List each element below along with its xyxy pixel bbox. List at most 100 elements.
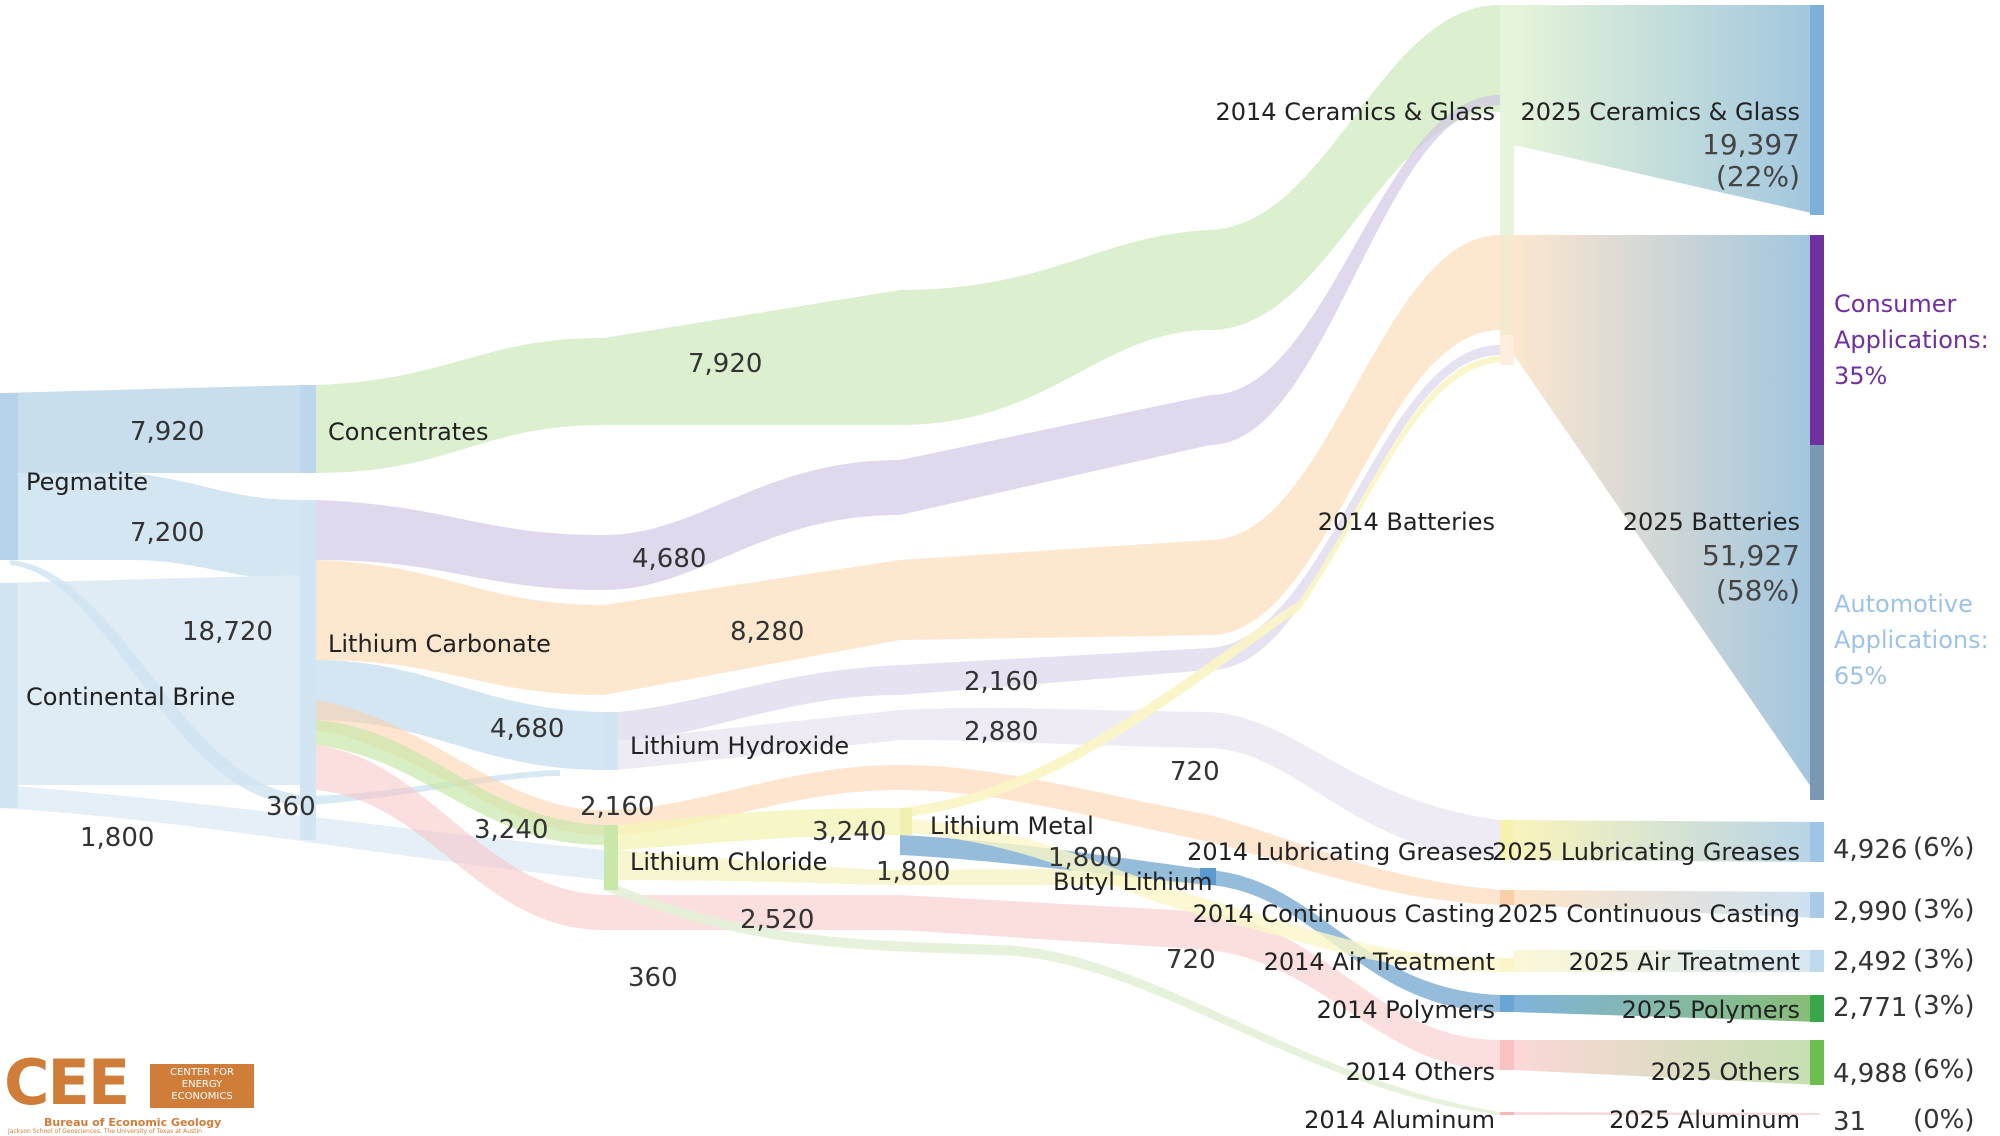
node-2025-ceramics[interactable]	[1810, 5, 1824, 215]
flow-label-carbonate-ceramics: 4,680	[632, 544, 706, 574]
label-2014-casting: 2014 Continuous Casting	[1193, 900, 1495, 928]
node-2014-air[interactable]	[1500, 958, 1514, 972]
value-2025-polymers: 2,771	[1833, 993, 1907, 1023]
label-2025-casting: 2025 Continuous Casting	[1498, 900, 1800, 928]
label-2014-batteries: 2014 Batteries	[1318, 508, 1495, 536]
node-pegmatite[interactable]	[0, 393, 18, 560]
flow-pegmatite-concentrates	[0, 385, 300, 473]
flow-label-chloride-butyl: 1,800	[876, 857, 950, 887]
logo-name-line-3: ECONOMICS	[171, 1091, 233, 1102]
value-2025-others: 4,988	[1833, 1059, 1907, 1089]
value-2025-air: 2,492	[1833, 947, 1907, 977]
flow-growth-ceramics	[1514, 5, 1820, 215]
flow-label-metal-polymers: 1,800	[1048, 843, 1122, 873]
flow-growth-casting	[1514, 890, 1820, 918]
share-2025-polymers: (3%)	[1913, 991, 1975, 1021]
flow-growth-others	[1514, 1040, 1820, 1085]
node-2014-greases[interactable]	[1500, 820, 1514, 860]
label-2014-air: 2014 Air Treatment	[1264, 948, 1495, 976]
flow-label-brine-carbonate: 18,720	[182, 617, 273, 647]
flow-label-hydroxide-batteries: 2,160	[964, 667, 1038, 697]
label-hydroxide: Lithium Hydroxide	[630, 732, 849, 760]
flow-label-brine-chloride: 1,800	[80, 823, 154, 853]
share-2025-greases: (6%)	[1913, 833, 1975, 863]
logo-name-line-2: ENERGY	[181, 1079, 223, 1090]
flow-label-metal-air: 720	[1166, 945, 1216, 975]
label-concentrates: Concentrates	[328, 418, 489, 446]
flow-label-pegmatite-carbonate: 7,200	[130, 518, 204, 548]
share-2025-others: (6%)	[1913, 1055, 1975, 1085]
value-2025-batteries: 51,927	[1702, 539, 1800, 572]
flow-label-pegmatite-chloride: 360	[266, 792, 316, 822]
label-2025-others: 2025 Others	[1651, 1058, 1800, 1086]
flow-concentrates-ceramics	[316, 5, 1500, 473]
label-brine: Continental Brine	[26, 683, 235, 711]
label-carbonate: Lithium Carbonate	[328, 630, 551, 658]
node-2014-aluminum[interactable]	[1500, 1112, 1514, 1115]
label-2025-air: 2025 Air Treatment	[1569, 948, 1800, 976]
flow-label-carbonate-others: 2,520	[740, 905, 814, 935]
label-2014-polymers: 2014 Polymers	[1317, 996, 1495, 1024]
node-metal[interactable]	[900, 808, 912, 835]
annotation-consumer-line3: 35%	[1834, 362, 1887, 390]
node-2025-greases[interactable]	[1810, 822, 1824, 862]
node-chloride[interactable]	[604, 825, 618, 890]
node-brine[interactable]	[0, 583, 18, 808]
flow-carbonate-batteries	[316, 235, 1500, 695]
logo-name-box: CENTER FOR ENERGY ECONOMICS	[150, 1064, 254, 1108]
label-metal: Lithium Metal	[930, 812, 1094, 840]
flow-label-pegmatite-concentrates: 7,920	[130, 417, 204, 447]
annotation-automotive-line3: 65%	[1834, 662, 1887, 690]
flow-carbonate-greases	[316, 700, 1500, 905]
value-2025-casting: 2,990	[1833, 897, 1907, 927]
flow-label-chloride-aluminum: 360	[628, 963, 678, 993]
node-concentrates[interactable]	[300, 385, 316, 473]
label-2014-greases: 2014 Lubricating Greases	[1187, 838, 1495, 866]
annotation-automotive-line2: Applications:	[1834, 626, 1989, 654]
flow-growth-batteries	[1514, 235, 1820, 800]
flow-label-carbonate-batteries: 8,280	[730, 617, 804, 647]
node-2025-batteries-consumer[interactable]	[1810, 235, 1824, 445]
node-2014-batteries[interactable]	[1500, 235, 1514, 365]
flow-label-concentrates-ceramics: 7,920	[688, 349, 762, 379]
node-2025-others[interactable]	[1810, 1040, 1824, 1085]
value-2025-aluminum: 31	[1833, 1107, 1866, 1136]
annotation-consumer-line2: Applications:	[1834, 326, 1989, 354]
node-butyl[interactable]	[1200, 868, 1216, 885]
label-2025-greases: 2025 Lubricating Greases	[1492, 838, 1800, 866]
node-2025-batteries-automotive[interactable]	[1810, 445, 1824, 800]
flow-label-hydroxide-greases: 2,880	[964, 717, 1038, 747]
share-2025-air: (3%)	[1913, 945, 1975, 975]
flow-growth-greases	[1514, 820, 1820, 862]
node-2025-polymers[interactable]	[1810, 995, 1824, 1022]
flow-label-carbonate-chloride: 3,240	[474, 815, 548, 845]
node-2025-casting[interactable]	[1810, 892, 1824, 918]
share-2025-batteries: (58%)	[1716, 574, 1800, 607]
label-chloride: Lithium Chloride	[630, 848, 827, 876]
flow-carbonate-chloride	[316, 720, 604, 845]
annotation-automotive-line1: Automotive	[1834, 590, 1973, 618]
flow-chloride-metal	[618, 808, 900, 850]
flow-pegmatite-chloride	[10, 560, 560, 805]
flow-hydroxide-batteries	[618, 345, 1500, 740]
node-2014-polymers[interactable]	[1500, 995, 1514, 1012]
flow-pegmatite-carbonate	[0, 473, 300, 580]
node-hydroxide[interactable]	[604, 712, 618, 770]
flow-label-carbonate-hydroxide: 4,680	[490, 714, 564, 744]
node-2025-air[interactable]	[1810, 950, 1824, 972]
label-2014-aluminum: 2014 Aluminum	[1304, 1106, 1495, 1134]
node-2014-casting[interactable]	[1500, 890, 1514, 905]
flow-chloride-aluminum	[604, 880, 1500, 1115]
label-2014-ceramics: 2014 Ceramics & Glass	[1215, 98, 1495, 126]
node-2014-others[interactable]	[1500, 1040, 1514, 1070]
label-2025-aluminum: 2025 Aluminum	[1609, 1106, 1800, 1134]
flow-metal-air	[900, 818, 1500, 972]
value-2025-greases: 4,926	[1833, 835, 1907, 865]
node-carbonate[interactable]	[300, 500, 316, 840]
share-2025-ceramics: (22%)	[1716, 160, 1800, 193]
logo-name-line-1: CENTER FOR	[170, 1067, 234, 1078]
flow-growth-air	[1514, 950, 1820, 972]
flow-growth-aluminum	[1514, 1112, 1820, 1115]
share-2025-casting: (3%)	[1913, 895, 1975, 925]
